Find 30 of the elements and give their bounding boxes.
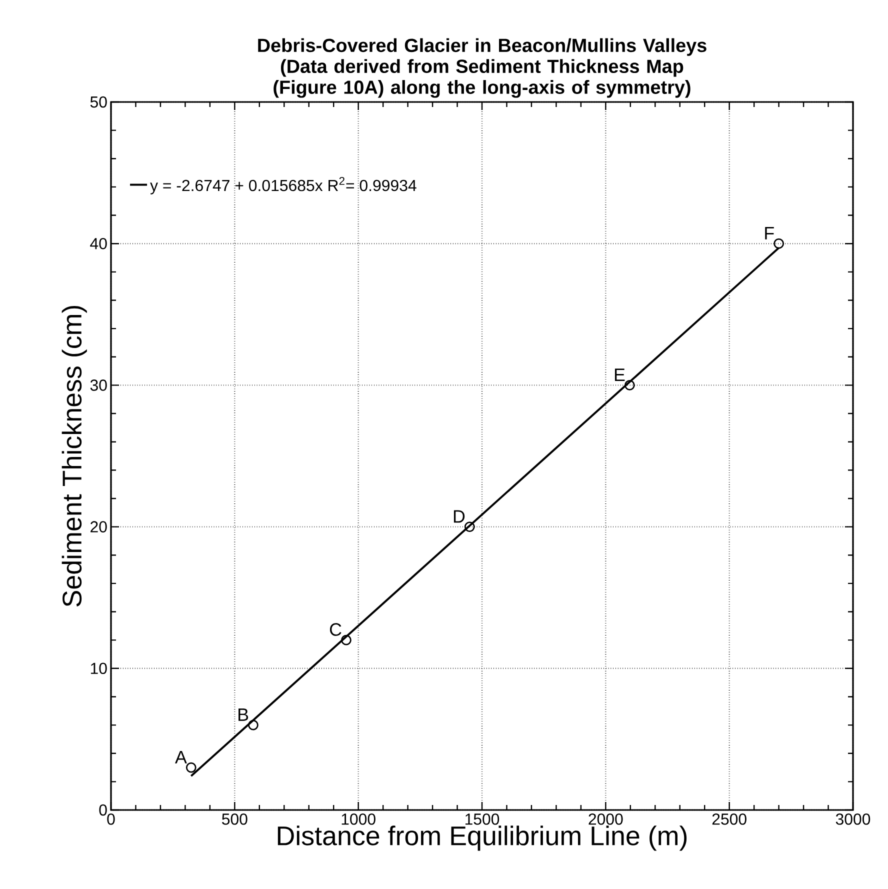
point	[464, 522, 475, 532]
annotation: F	[765, 227, 774, 240]
y-tick-label: 30	[90, 380, 107, 391]
annotation: B	[238, 708, 248, 721]
point	[186, 762, 196, 773]
x-tick-label: 3000	[836, 814, 870, 825]
annotation: A	[175, 750, 187, 764]
annotation: C	[330, 623, 342, 636]
x-tick-label: 1000	[342, 814, 376, 825]
legend-label: y = -2.6747 + 0.015685x R$^{2}$= 0.99934	[150, 176, 416, 194]
annotation: E	[614, 368, 625, 381]
y-tick-label: 0	[99, 804, 107, 816]
y-tick-label: 20	[90, 521, 107, 532]
x-tick-label: 1500	[465, 814, 500, 825]
annotation: D	[454, 510, 465, 523]
point	[341, 634, 352, 646]
chart-title: Debris-Covered Glacier in Beacon/Mullins Valleys	[258, 38, 706, 56]
point	[248, 720, 258, 730]
x-tick-label: 2000	[588, 814, 623, 825]
x-tick-label: 2500	[712, 814, 746, 825]
y-tick-label: 10	[90, 662, 107, 674]
x-tick-label: 0	[107, 814, 115, 825]
point	[624, 380, 635, 390]
point	[774, 238, 784, 249]
chart-subtitle: (Data derived from Sediment Thickness Map (Figure 10A) along the long-axis of symmetry)	[274, 59, 690, 98]
x-tick-label: 500	[222, 814, 248, 825]
y-axis-title: Sediment Thickness (cm)	[62, 306, 87, 607]
x-axis-title: Distance from Equilibrium Line (m)	[278, 826, 687, 851]
y-tick-label: 50	[90, 96, 107, 108]
y-tick-label: 40	[90, 238, 107, 250]
